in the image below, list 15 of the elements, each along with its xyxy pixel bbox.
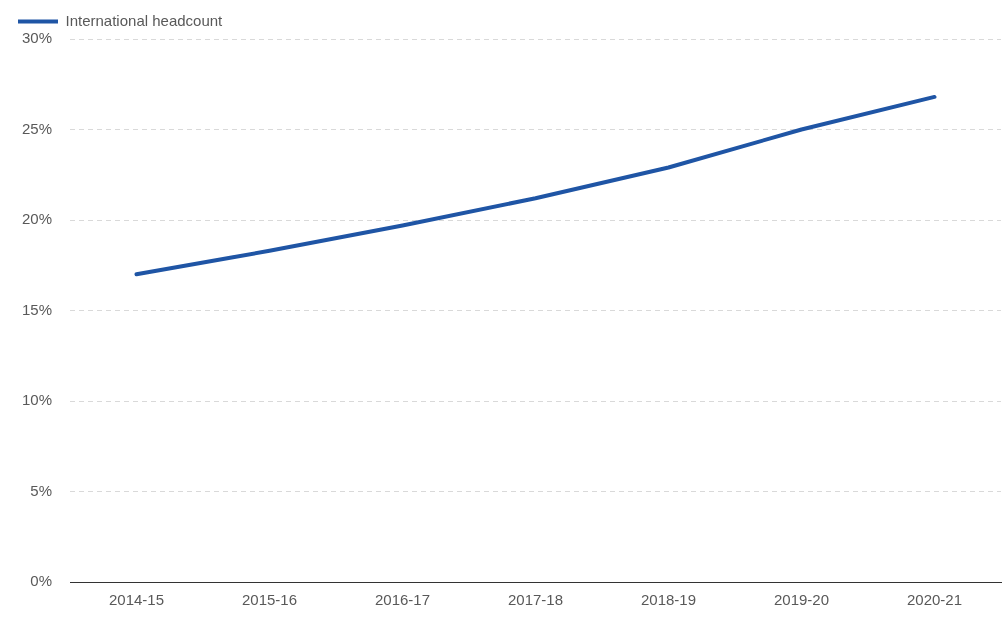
x-tick-label: 2014-15: [108, 591, 165, 609]
y-tick-label: 20%: [21, 210, 53, 228]
x-tick-label: 2019-20: [773, 591, 830, 609]
y-tick-label: 30%: [21, 29, 53, 47]
x-tick-label: 2018-19: [640, 591, 697, 609]
x-tick-label: 2017-18: [507, 591, 564, 609]
x-tick-label: 2016-17: [374, 591, 431, 609]
legend-label: International headcount: [65, 11, 224, 29]
y-tick-label: 0%: [30, 572, 53, 590]
y-tick-label: 5%: [30, 481, 53, 499]
y-tick-label: 15%: [21, 300, 53, 318]
y-tick-label: 25%: [21, 119, 53, 137]
x-tick-label: 2015-16: [241, 591, 298, 609]
y-tick-label: 10%: [21, 391, 53, 409]
x-tick-label: 2020-21: [906, 591, 963, 609]
